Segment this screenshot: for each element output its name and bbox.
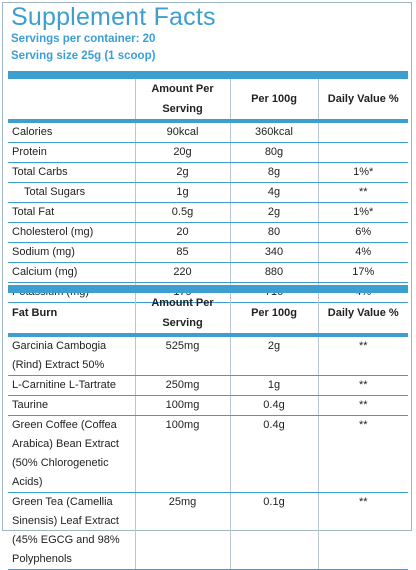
cell: 85 bbox=[134, 242, 230, 263]
header-cell bbox=[8, 75, 135, 123]
cell: 1%* bbox=[317, 162, 408, 183]
row-label: Calories bbox=[8, 121, 135, 143]
cell: ** bbox=[317, 415, 408, 493]
cell: 8g bbox=[229, 162, 318, 183]
cell: ** bbox=[317, 492, 408, 570]
cell: 0.4g bbox=[229, 415, 318, 493]
title: Supplement Facts bbox=[11, 3, 216, 31]
header-cell: Fat Burn bbox=[8, 289, 135, 337]
cell: 0.5g bbox=[134, 202, 230, 223]
row: Green Coffee (Coffea Arabica) Bean Extra… bbox=[8, 415, 408, 493]
row: Calories 90kcal 360kcal bbox=[8, 121, 408, 143]
serving-size: Serving size 25g (1 scoop) bbox=[11, 50, 156, 62]
header-cell: Daily Value % bbox=[317, 75, 408, 123]
row: Total Fat 0.5g 2g 1%* bbox=[8, 202, 408, 223]
cell: 80 bbox=[229, 222, 318, 243]
row: Calcium (mg) 220 880 17% bbox=[8, 262, 408, 283]
header-row: Amount Per Serving Per 100g Daily Value % bbox=[8, 75, 408, 123]
cell: 340 bbox=[229, 242, 318, 263]
row: Sodium (mg) 85 340 4% bbox=[8, 242, 408, 263]
row: Garcinia Cambogia (Rind) Extract 50% 525m… bbox=[8, 335, 408, 376]
row-label: Calcium (mg) bbox=[8, 262, 135, 283]
cell: ** bbox=[317, 375, 408, 396]
row-label: Cholesterol (mg) bbox=[8, 222, 135, 243]
header-cell: Amount Per Serving bbox=[134, 75, 230, 123]
header-cell: Per 100g bbox=[229, 289, 318, 337]
cell: 25mg bbox=[134, 492, 230, 570]
servings: Servings per container: 20 bbox=[11, 33, 156, 45]
row-label: Green Coffee (Coffea Arabica) Bean Extra… bbox=[8, 415, 135, 493]
row: Total Sugars 1g 4g ** bbox=[8, 182, 408, 203]
fat-burn-table: Fat Burn Amount Per Serving Per 100g Daily … bbox=[8, 285, 408, 570]
cell bbox=[317, 142, 408, 163]
cell: 90kcal bbox=[134, 121, 230, 143]
row-label: Green Tea (Camellia Sinensis) Leaf Extra… bbox=[8, 492, 135, 570]
cell: 2g bbox=[229, 335, 318, 376]
cell: 2g bbox=[134, 162, 230, 183]
cell: ** bbox=[317, 182, 408, 203]
header-cell: Per 100g bbox=[229, 75, 318, 123]
row: Protein 20g 80g bbox=[8, 142, 408, 163]
cell: 0.4g bbox=[229, 395, 318, 416]
cell: 20g bbox=[134, 142, 230, 163]
cell: ** bbox=[317, 395, 408, 416]
nutrition-table: Amount Per Serving Per 100g Daily Value % C… bbox=[8, 71, 408, 303]
cell: 100mg bbox=[134, 415, 230, 493]
row-label: Garcinia Cambogia (Rind) Extract 50% bbox=[8, 335, 135, 376]
row-label: Protein bbox=[8, 142, 135, 163]
cell: 4g bbox=[229, 182, 318, 203]
cell: 2g bbox=[229, 202, 318, 223]
cell: 1%* bbox=[317, 202, 408, 223]
row: Green Tea (Camellia Sinensis) Leaf Extra… bbox=[8, 492, 408, 570]
row-label: Sodium (mg) bbox=[8, 242, 135, 263]
cell: 250mg bbox=[134, 375, 230, 396]
cell: 220 bbox=[134, 262, 230, 283]
header-cell: Daily Value % bbox=[317, 289, 408, 337]
header-row: Fat Burn Amount Per Serving Per 100g Daily … bbox=[8, 289, 408, 337]
row-label: L-Carnitine L-Tartrate bbox=[8, 375, 135, 396]
cell: 20 bbox=[134, 222, 230, 243]
cell: 80g bbox=[229, 142, 318, 163]
row: Cholesterol (mg) 20 80 6% bbox=[8, 222, 408, 243]
cell: 100mg bbox=[134, 395, 230, 416]
cell: ** bbox=[317, 335, 408, 376]
cell: 360kcal bbox=[229, 121, 318, 143]
row-label: Total Fat bbox=[8, 202, 135, 223]
row-label: Taurine bbox=[8, 395, 135, 416]
cell: 17% bbox=[317, 262, 408, 283]
cell: 880 bbox=[229, 262, 318, 283]
header-cell: Amount Per Serving bbox=[134, 289, 230, 337]
row: L-Carnitine L-Tartrate 250mg 1g ** bbox=[8, 375, 408, 396]
cell: 1g bbox=[229, 375, 318, 396]
cell: 0.1g bbox=[229, 492, 318, 570]
cell: 6% bbox=[317, 222, 408, 243]
row: Total Carbs 2g 8g 1%* bbox=[8, 162, 408, 183]
cell: 525mg bbox=[134, 335, 230, 376]
cell: 1g bbox=[134, 182, 230, 203]
row-label: Total Sugars bbox=[8, 182, 135, 203]
row-label: Total Carbs bbox=[8, 162, 135, 183]
row: Taurine 100mg 0.4g ** bbox=[8, 395, 408, 416]
cell bbox=[317, 121, 408, 143]
cell: 4% bbox=[317, 242, 408, 263]
